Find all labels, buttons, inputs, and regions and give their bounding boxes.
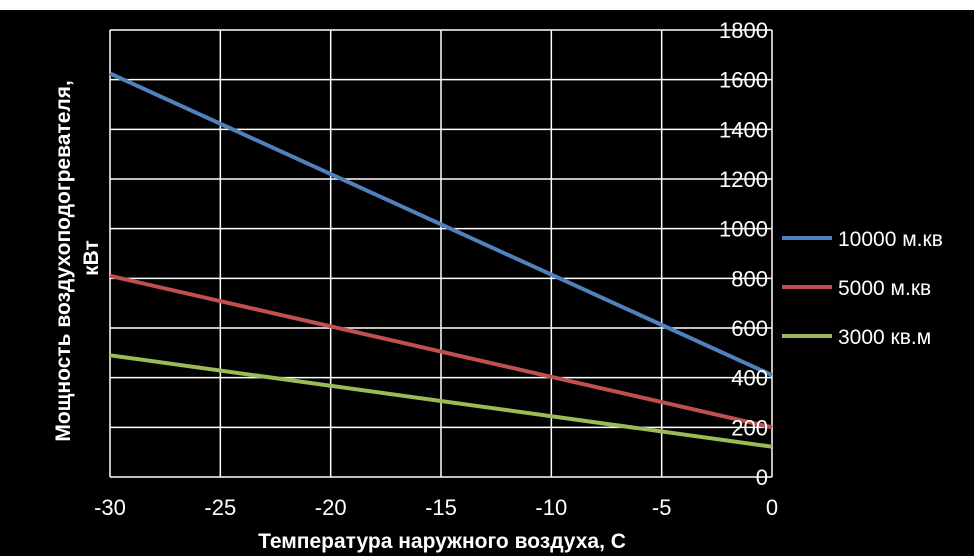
x-tick-label-4: -10 [535, 495, 567, 520]
x-tick-label-5: -5 [652, 495, 672, 520]
x-axis-title: Температура наружного воздуха, С [258, 530, 626, 553]
legend-label-2: 3000 кв.м [838, 326, 931, 349]
chart-area: 0 200 400 600 800 1000 1200 1400 1600 1800 -30 -25… [0, 10, 974, 556]
y-tick-label-9: 1800 [719, 18, 768, 43]
grid [109, 29, 773, 478]
x-tick-label-6: 0 [766, 495, 778, 520]
x-tick-label-0: -30 [94, 495, 126, 520]
x-tick-label-2: -20 [315, 495, 347, 520]
series-line-2 [109, 353, 773, 449]
y-tick-label-5: 1000 [719, 217, 768, 242]
legend-label-1: 5000 м.кв [838, 277, 931, 300]
y-tick-label-3: 600 [731, 316, 768, 341]
y-tick-label-6: 1200 [719, 167, 768, 192]
legend-label-0: 10000 м.кв [838, 228, 943, 251]
x-tick-label-3: -15 [425, 495, 457, 520]
y-axis-title-line-1: Мощность воздухоподогревателя, [52, 80, 75, 441]
series-lines [109, 71, 773, 449]
y-tick-label-7: 1400 [719, 117, 768, 142]
y-tick-label-4: 800 [731, 266, 768, 291]
y-tick-label-1: 200 [731, 415, 768, 440]
x-tick-label-1: -25 [204, 495, 236, 520]
y-tick-label-8: 1600 [719, 68, 768, 93]
series-line-1 [109, 273, 773, 430]
x-axis-ticks: -30 -25 -20 -15 -10 -5 0 [94, 495, 778, 520]
y-axis-ticks: 0 200 400 600 800 1000 1200 1400 1600 1800 [719, 18, 768, 490]
y-tick-label-0: 0 [756, 465, 768, 490]
y-axis-title: Мощность воздухоподогревателя, кВт [52, 74, 103, 441]
y-axis-title-line-2: кВт [80, 240, 103, 276]
series-line-0 [109, 71, 773, 378]
line-chart: 0 200 400 600 800 1000 1200 1400 1600 1800 -30 -25… [52, 18, 943, 553]
y-tick-label-2: 400 [731, 366, 768, 391]
legend: 10000 м.кв 5000 м.кв 3000 кв.м [782, 228, 943, 349]
